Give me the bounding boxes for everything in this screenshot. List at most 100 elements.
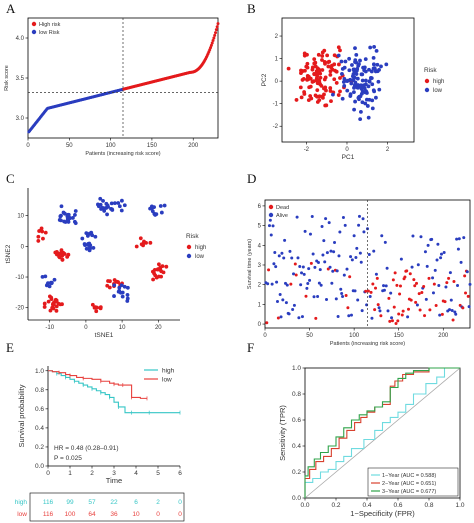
alive-point	[406, 315, 410, 319]
dead-point	[374, 286, 378, 290]
alive-point	[334, 297, 338, 301]
high-point	[329, 99, 333, 104]
dead-point	[371, 282, 375, 286]
alive-point	[275, 280, 279, 284]
high-point	[312, 57, 317, 62]
panel-b-x-tick-label: 0	[345, 147, 349, 153]
low-point	[117, 285, 122, 290]
panel-d-y-tick-label: 1	[258, 302, 262, 308]
alive-point	[275, 299, 279, 303]
alive-point	[285, 283, 289, 287]
low-point	[52, 277, 57, 282]
dead-point	[415, 281, 419, 285]
alive-point	[272, 262, 276, 266]
panel-a-x-tick-label: 50	[66, 143, 73, 149]
low-point	[87, 248, 92, 253]
panel-e-x-tick-label: 6	[178, 470, 182, 477]
panel-f-y-tick-label: 0.2	[292, 469, 301, 476]
dead-point	[464, 291, 468, 295]
panel-d-y-tick-label: 4	[258, 243, 262, 249]
high-point	[42, 305, 47, 309]
panel-c-x-tick-label: 20	[155, 325, 162, 331]
high-point	[105, 283, 110, 288]
alive-point	[277, 254, 281, 258]
high-point	[313, 60, 318, 65]
risk-table-cell: 116	[43, 499, 54, 506]
alive-point	[410, 265, 414, 269]
high-point	[315, 88, 320, 93]
high-point	[312, 72, 317, 76]
alive-point	[415, 303, 419, 307]
alive-point	[327, 221, 331, 225]
high-point	[302, 53, 307, 58]
low-point	[355, 76, 360, 81]
low-point	[377, 87, 382, 92]
high-point	[37, 229, 42, 233]
dead-point	[420, 290, 424, 294]
alive-point	[324, 217, 328, 221]
alive-point	[370, 316, 374, 320]
dead-point	[346, 306, 350, 310]
dead-point	[413, 284, 417, 288]
alive-point	[468, 282, 472, 286]
alive-point	[360, 309, 364, 313]
panel-f-y-tick-label: 0.6	[292, 417, 301, 424]
panel-b-y-tick-label: 0	[275, 79, 279, 85]
low-point	[363, 69, 368, 74]
low-point	[348, 77, 353, 82]
alive-point	[361, 217, 365, 221]
high-point	[43, 230, 48, 235]
alive-point	[345, 267, 349, 271]
risk-table-row-label: low	[17, 511, 27, 518]
dead-point	[309, 261, 313, 265]
low-point	[357, 94, 362, 99]
low-point	[368, 76, 373, 80]
panel-letter-E: E	[6, 340, 14, 355]
high-point	[160, 264, 165, 269]
alive-point	[433, 268, 437, 272]
alive-point	[332, 250, 336, 254]
panel-e-x-label: Time	[106, 476, 122, 485]
high-point	[338, 76, 342, 80]
low-point	[80, 236, 85, 241]
low-point	[73, 213, 77, 217]
low-point	[349, 81, 354, 86]
panel-f-y-tick-label: 0.8	[292, 391, 301, 398]
alive-point	[457, 237, 461, 241]
high-point	[36, 239, 41, 243]
low-point	[98, 196, 103, 201]
high-point	[317, 69, 322, 74]
risk-table-cell: 6	[134, 499, 138, 506]
panel-e-annotation: HR = 0.48 (0.28–0.91)	[54, 445, 119, 452]
alive-point	[328, 265, 332, 269]
low-point	[343, 59, 348, 64]
low-point	[353, 99, 357, 104]
low-point	[371, 62, 376, 67]
panel-letter-A: A	[6, 1, 16, 16]
panel-a-x-tick-label: 0	[26, 143, 30, 149]
risk-table-cell: 0	[156, 511, 160, 518]
alive-point	[292, 272, 296, 276]
panel-f-x-tick-label: 0.0	[300, 502, 309, 509]
roc-curve	[304, 367, 460, 498]
high-point	[328, 86, 333, 90]
low-point	[62, 219, 67, 224]
low-point	[355, 67, 360, 71]
low-point	[125, 299, 130, 303]
high-point	[325, 53, 330, 58]
alive-point	[284, 301, 288, 305]
panel-c-y-tick-label: -10	[15, 275, 24, 281]
low-point	[93, 234, 98, 239]
low-point	[331, 92, 335, 97]
low-point	[354, 60, 359, 65]
low-point	[120, 294, 125, 299]
panel-f-legend-box	[367, 467, 459, 497]
alive-point	[270, 282, 274, 286]
alive-point	[298, 264, 302, 268]
panel-a-y-tick-label: 4.0	[16, 36, 25, 42]
low-point	[113, 201, 117, 205]
dead-point	[276, 316, 280, 320]
high-point	[108, 279, 112, 284]
panel-d-y-label: Survival time (years)	[247, 239, 253, 289]
alive-point	[354, 256, 358, 260]
